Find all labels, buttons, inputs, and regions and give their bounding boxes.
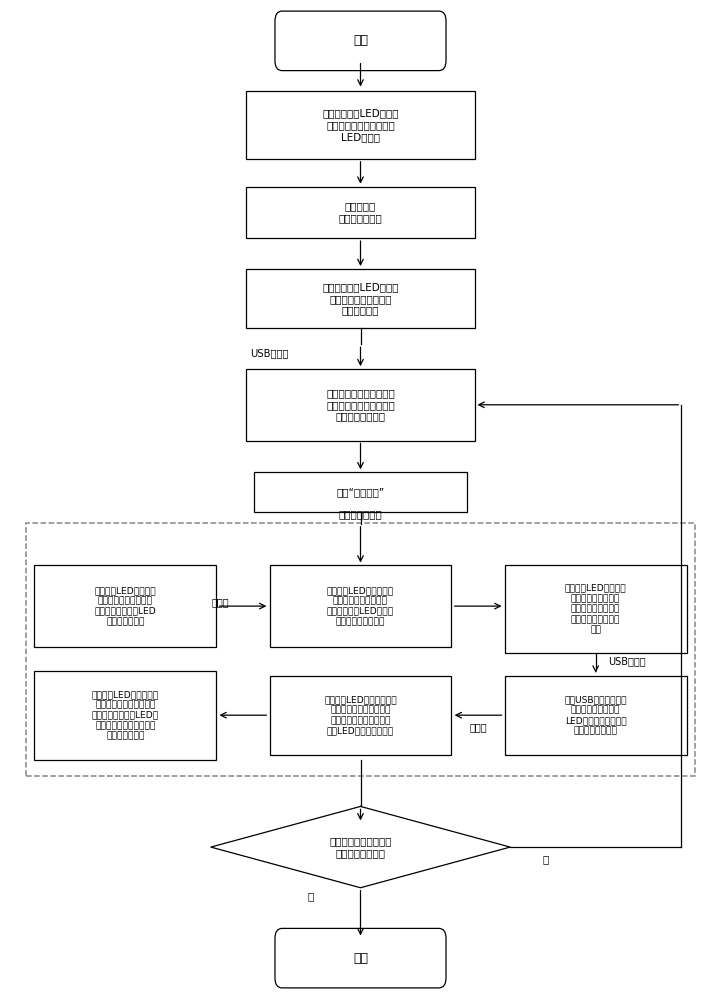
Bar	[247, 369, 474, 440]
Text: 实现“自动校正”: 实现“自动校正”	[337, 487, 384, 497]
Text: 是: 是	[307, 892, 314, 902]
Text: 建立局域网
（安装路由器）: 建立局域网 （安装路由器）	[339, 202, 382, 223]
Bar	[247, 187, 474, 238]
Text: 否: 否	[543, 854, 549, 864]
Text: 运行计算机端LED显示屏
控制系统，连接控制器和
LED显示屏: 运行计算机端LED显示屏 控制系统，连接控制器和 LED显示屏	[322, 109, 399, 142]
Text: 局域网: 局域网	[211, 597, 229, 607]
Text: 判断是否校正是否完成
（效果是否满意）: 判断是否校正是否完成 （效果是否满意）	[329, 836, 392, 858]
Text: 局域网: 局域网	[470, 722, 487, 732]
Bar	[35, 671, 216, 760]
Bar	[505, 565, 686, 653]
Bar	[254, 472, 467, 512]
Bar	[25, 523, 696, 776]
Polygon shape	[211, 806, 510, 888]
Bar	[247, 269, 474, 328]
Text: 计算机端LED显示屏校正系
统，分析完校正参数后，
通过局域网，传输给计算
机端LED显示屏控制系统: 计算机端LED显示屏校正系 统，分析完校正参数后， 通过局域网，传输给计算 机端…	[324, 695, 397, 735]
Text: USB数据线: USB数据线	[609, 657, 646, 667]
Text: 结束: 结束	[353, 952, 368, 965]
Text: 流程自动化内容: 流程自动化内容	[339, 509, 382, 519]
Text: 计算机端LED显示屏控制
系统接收到校正参数后，
通过控制器，命令LED显
示屏显示出校正后的全屏
或指定区域图像: 计算机端LED显示屏控制 系统接收到校正参数后， 通过控制器，命令LED显 示屏…	[92, 690, 159, 740]
Text: USB数据线: USB数据线	[250, 348, 288, 358]
Bar	[35, 565, 216, 647]
Bar	[247, 91, 474, 159]
Bar	[270, 676, 451, 755]
FancyBboxPatch shape	[275, 11, 446, 71]
Bar	[270, 565, 451, 647]
Text: 开始: 开始	[353, 34, 368, 47]
Text: 通过USB数据线，相机
把数据传回计算机端
LED显示屏校正系统，
并且分析校正参数: 通过USB数据线，相机 把数据传回计算机端 LED显示屏校正系统， 并且分析校正…	[565, 695, 627, 735]
Text: 计算机端LED显示屏校
正系统收到点亮显示
屏回馈信息后，命令
相机拍照，生成图片
数据: 计算机端LED显示屏校 正系统收到点亮显示 屏回馈信息后，命令 相机拍照，生成图…	[565, 584, 627, 634]
Text: 计算机端LED显示屏校
正系统通过局域网，发
送指令到计算机端LED
显示屏控制系统: 计算机端LED显示屏校 正系统通过局域网，发 送指令到计算机端LED 显示屏控制…	[94, 586, 156, 626]
FancyBboxPatch shape	[275, 928, 446, 988]
Bar	[505, 676, 686, 755]
Text: 连接单反相机，固定相机
位置，对准所要校正区域
（或下一个分区）: 连接单反相机，固定相机 位置，对准所要校正区域 （或下一个分区）	[326, 388, 395, 421]
Text: 计算机端LED显示屏控制
系统接收指令后，通过
控制器，命令LED显示屏
显示全屏或彩色分区: 计算机端LED显示屏控制 系统接收指令后，通过 控制器，命令LED显示屏 显示全…	[327, 586, 394, 626]
Text: 运行计算机端LED显示屏
校正系统，连接局域网
（安装网卡）: 运行计算机端LED显示屏 校正系统，连接局域网 （安装网卡）	[322, 282, 399, 315]
